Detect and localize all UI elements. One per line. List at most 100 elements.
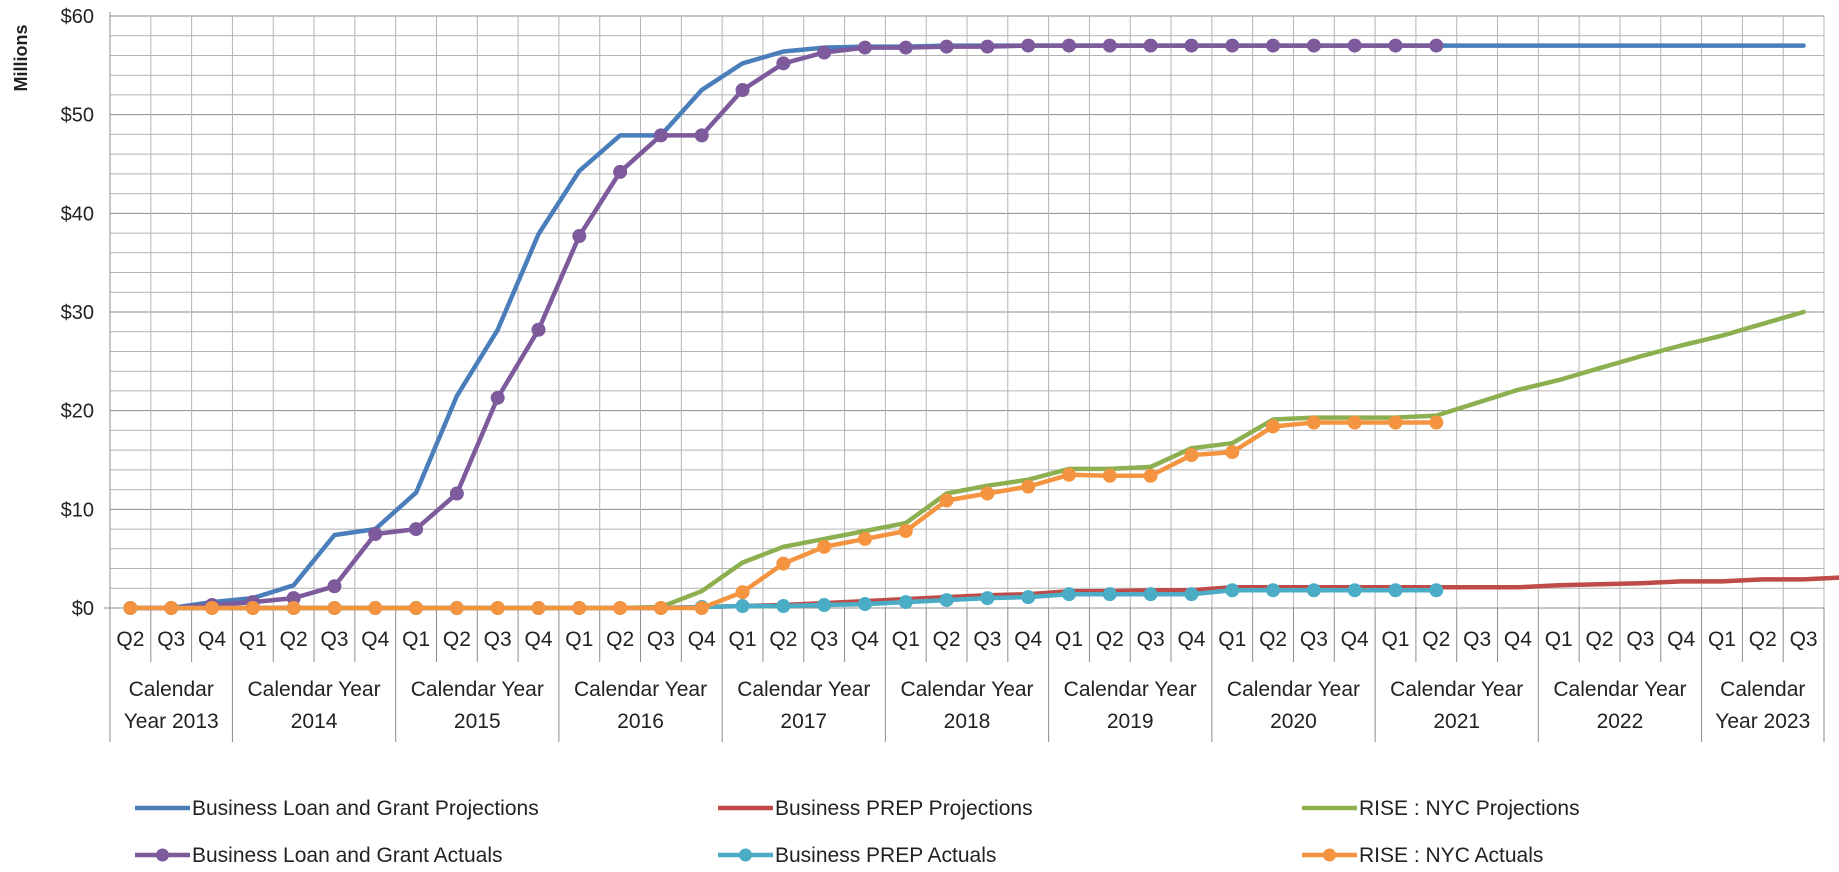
data-point — [531, 601, 546, 615]
x-tick-quarter: Q2 — [280, 628, 308, 651]
x-tick-quarter: Q2 — [443, 628, 471, 651]
data-point — [817, 539, 832, 554]
data-point — [898, 595, 913, 610]
y-tick-label: $60 — [61, 6, 94, 28]
legend-label: Business PREP Projections — [775, 797, 1033, 820]
data-point — [1266, 38, 1281, 53]
data-point — [449, 486, 464, 501]
data-point — [1306, 583, 1321, 598]
data-point — [735, 585, 750, 600]
data-point — [817, 45, 832, 60]
x-group-label-line1: Calendar Year — [1227, 678, 1360, 701]
x-tick-quarter: Q3 — [1137, 628, 1165, 651]
data-point — [1347, 415, 1362, 430]
data-point — [1266, 583, 1281, 598]
x-tick-quarter: Q1 — [565, 628, 593, 651]
data-point — [1225, 38, 1240, 53]
legend-label: RISE : NYC Projections — [1359, 797, 1580, 820]
x-group-label-line1: Calendar — [1720, 678, 1805, 701]
series-line — [128, 43, 1439, 611]
x-tick-quarter: Q1 — [1218, 628, 1246, 651]
data-point — [939, 39, 954, 54]
x-tick-quarter: Q4 — [688, 628, 716, 651]
data-point — [653, 601, 668, 615]
legend-marker — [1323, 848, 1336, 862]
data-point — [1429, 583, 1444, 598]
x-group-label-line1: Calendar Year — [737, 678, 870, 701]
y-tick-label: $0 — [72, 598, 94, 620]
data-point — [1021, 479, 1036, 494]
x-tick-quarter: Q1 — [1055, 628, 1083, 651]
data-point — [857, 531, 872, 546]
legend-label: Business Loan and Grant Projections — [192, 797, 539, 820]
data-point — [1388, 38, 1403, 53]
x-tick-quarter: Q2 — [1586, 628, 1614, 651]
x-tick-quarter: Q4 — [524, 628, 552, 651]
x-tick-quarter: Q4 — [198, 628, 226, 651]
x-group-label-line2: 2019 — [1107, 710, 1154, 733]
data-point — [1143, 468, 1158, 483]
x-tick-quarter: Q3 — [157, 628, 185, 651]
data-point — [1347, 583, 1362, 598]
data-point — [1184, 587, 1199, 602]
data-point — [409, 601, 424, 615]
x-group-label-line2: Year 2013 — [124, 710, 219, 733]
x-tick-quarter: Q4 — [1504, 628, 1532, 651]
data-point — [694, 128, 709, 143]
x-tick-quarter: Q1 — [1708, 628, 1736, 651]
data-point — [1021, 38, 1036, 53]
data-point — [572, 229, 587, 244]
data-point — [327, 579, 342, 594]
data-point — [1143, 587, 1158, 602]
data-point — [1225, 583, 1240, 598]
x-group-label-line2: Year 2023 — [1715, 710, 1810, 733]
legend-marker — [156, 848, 169, 862]
y-tick-label: $10 — [61, 499, 94, 521]
data-point — [490, 390, 505, 405]
data-point — [735, 599, 750, 614]
x-tick-quarter: Q1 — [1545, 628, 1573, 651]
legend-label: Business Loan and Grant Actuals — [192, 844, 503, 867]
data-point — [1102, 468, 1117, 483]
x-tick-quarter: Q3 — [484, 628, 512, 651]
x-group-label-line1: Calendar Year — [1553, 678, 1686, 701]
data-point — [572, 601, 587, 615]
x-group-label-line1: Calendar Year — [411, 678, 544, 701]
data-point — [1429, 415, 1444, 430]
data-point — [1306, 38, 1321, 53]
data-point — [980, 486, 995, 501]
data-point — [1388, 583, 1403, 598]
x-group-label-line1: Calendar Year — [574, 678, 707, 701]
x-group-label-line1: Calendar Year — [1064, 678, 1197, 701]
x-tick-quarter: Q1 — [892, 628, 920, 651]
x-tick-quarter: Q1 — [1381, 628, 1409, 651]
data-point — [980, 591, 995, 606]
data-point — [1143, 38, 1158, 53]
x-tick-quarter: Q2 — [606, 628, 634, 651]
data-point — [613, 164, 628, 179]
data-point — [368, 601, 383, 615]
data-point — [1184, 38, 1199, 53]
data-point — [205, 601, 220, 615]
data-point — [1021, 590, 1036, 605]
x-tick-quarter: Q4 — [1341, 628, 1369, 651]
legend-marker — [739, 848, 752, 862]
data-point — [776, 599, 791, 614]
data-point — [939, 593, 954, 608]
x-tick-quarter: Q2 — [1096, 628, 1124, 651]
data-point — [123, 601, 138, 615]
y-axis-title: Millions — [11, 25, 31, 92]
y-tick-label: $30 — [61, 302, 94, 324]
x-tick-quarter: Q1 — [239, 628, 267, 651]
x-group-label-line2: 2015 — [454, 710, 501, 733]
data-point — [449, 601, 464, 615]
x-tick-quarter: Q4 — [1667, 628, 1695, 651]
legend-label: RISE : NYC Actuals — [1359, 844, 1543, 867]
x-tick-quarter: Q2 — [1259, 628, 1287, 651]
data-point — [1062, 467, 1077, 482]
x-group-label-line2: 2022 — [1597, 710, 1644, 733]
x-tick-quarter: Q4 — [361, 628, 389, 651]
data-point — [653, 128, 668, 143]
